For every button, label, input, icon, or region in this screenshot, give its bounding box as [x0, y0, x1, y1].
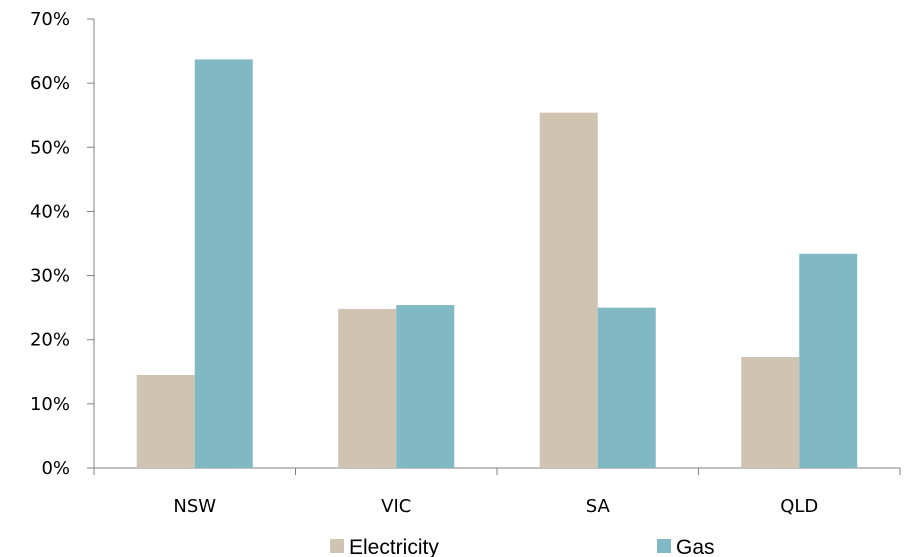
bar-gas-nsw [194, 59, 253, 468]
bar-gas-vic [396, 305, 455, 468]
x-tick-label-nsw: NSW [173, 496, 216, 517]
y-tick-label: 40% [30, 201, 70, 222]
y-tick-label: 50% [30, 137, 70, 158]
y-tick-label: 60% [30, 73, 70, 94]
y-axis: 0% 10% 20% 30% 40% 50% 60% 70% [30, 9, 95, 479]
bar-electricity-qld [741, 357, 800, 468]
y-tick-label: 10% [30, 394, 70, 415]
legend-swatch-gas [657, 539, 671, 553]
y-tick-label: 0% [41, 458, 70, 479]
x-tick-label-qld: QLD [780, 496, 818, 517]
legend-label-gas: Gas [676, 536, 715, 557]
legend: Electricity Gas [330, 536, 715, 557]
x-tick-label-sa: SA [586, 496, 611, 517]
y-tick-label: 70% [30, 9, 70, 30]
bar-electricity-sa [539, 112, 598, 469]
legend-swatch-electricity [330, 539, 344, 553]
x-axis: NSW VIC SA QLD [93, 467, 901, 517]
legend-label-electricity: Electricity [349, 536, 439, 557]
bars [136, 59, 858, 469]
bar-gas-qld [799, 253, 858, 468]
y-tick-label: 20% [30, 330, 70, 351]
bar-electricity-vic [338, 308, 397, 468]
y-tick-label: 30% [30, 266, 70, 287]
x-tick-label-vic: VIC [381, 496, 411, 517]
bar-gas-sa [597, 307, 656, 468]
bar-electricity-nsw [136, 374, 195, 468]
